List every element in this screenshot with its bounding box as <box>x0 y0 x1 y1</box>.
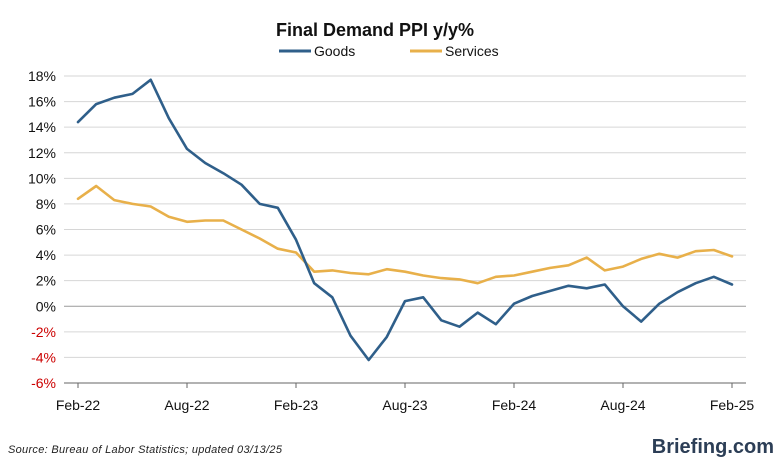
series-line-goods <box>76 78 734 362</box>
y-tick-label: 8% <box>36 196 56 212</box>
y-tick-label: 18% <box>28 68 56 84</box>
y-tick-label: 2% <box>36 273 56 289</box>
y-tick-label: -6% <box>31 375 56 391</box>
y-tick-label: 6% <box>36 222 56 238</box>
y-axis: 18% 16% 14% 12% 10% 8% 6% 4% 2% 0% -2% -4% -6% <box>28 68 56 391</box>
series-line-services <box>76 184 734 285</box>
y-tick-label: 0% <box>36 298 56 314</box>
legend: Goods Services <box>279 43 499 59</box>
series-lines <box>76 78 734 362</box>
x-tick-label: Aug-23 <box>382 397 427 413</box>
y-tick-label: 4% <box>36 247 56 263</box>
x-tick-label: Aug-24 <box>600 397 645 413</box>
x-tick-label: Aug-22 <box>164 397 209 413</box>
y-tick-label: -2% <box>31 324 56 340</box>
x-axis: Feb-22 Aug-22 Feb-23 Aug-23 Feb-24 Aug-24 Feb-… <box>56 382 755 413</box>
legend-label-services: Services <box>445 43 499 59</box>
y-tick-label: 16% <box>28 94 56 110</box>
brand-suffix: .com <box>727 436 774 458</box>
brand-name: Briefing <box>651 436 728 458</box>
y-tick-label: 12% <box>28 145 56 161</box>
y-tick-label: -4% <box>31 349 56 365</box>
legend-label-goods: Goods <box>314 43 355 59</box>
x-tick-label: Feb-24 <box>492 397 537 413</box>
briefing-logo: Briefing.com <box>652 436 774 459</box>
x-tick-label: Feb-22 <box>56 397 101 413</box>
x-tick-label: Feb-23 <box>274 397 319 413</box>
x-tick-label: Feb-25 <box>710 397 755 413</box>
gridlines <box>64 75 746 384</box>
ppi-line-chart: Final Demand PPI y/y% Goods Services 18%1… <box>28 20 755 413</box>
chart-title: Final Demand PPI y/y% <box>276 20 474 40</box>
y-tick-label: 10% <box>28 170 56 186</box>
source-note: Source: Bureau of Labor Statistics; upda… <box>8 444 283 456</box>
y-tick-label: 14% <box>28 119 56 135</box>
